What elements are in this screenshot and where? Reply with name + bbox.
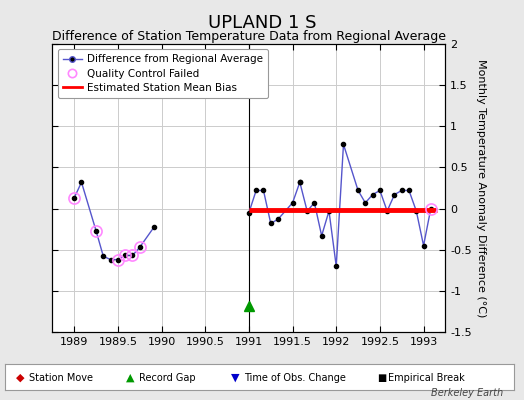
Text: Empirical Break: Empirical Break (388, 373, 464, 383)
Text: ▲: ▲ (126, 373, 134, 383)
Title: Difference of Station Temperature Data from Regional Average: Difference of Station Temperature Data f… (52, 30, 446, 43)
Text: Berkeley Earth: Berkeley Earth (431, 388, 503, 398)
Text: ■: ■ (377, 373, 387, 383)
Text: UPLAND 1 S: UPLAND 1 S (208, 14, 316, 32)
Text: ◆: ◆ (16, 373, 24, 383)
Legend: Difference from Regional Average, Quality Control Failed, Estimated Station Mean: Difference from Regional Average, Qualit… (58, 49, 268, 98)
Text: Time of Obs. Change: Time of Obs. Change (244, 373, 345, 383)
Text: Station Move: Station Move (29, 373, 93, 383)
Y-axis label: Monthly Temperature Anomaly Difference (°C): Monthly Temperature Anomaly Difference (… (476, 59, 486, 317)
Text: Record Gap: Record Gap (139, 373, 195, 383)
Text: ▼: ▼ (231, 373, 239, 383)
